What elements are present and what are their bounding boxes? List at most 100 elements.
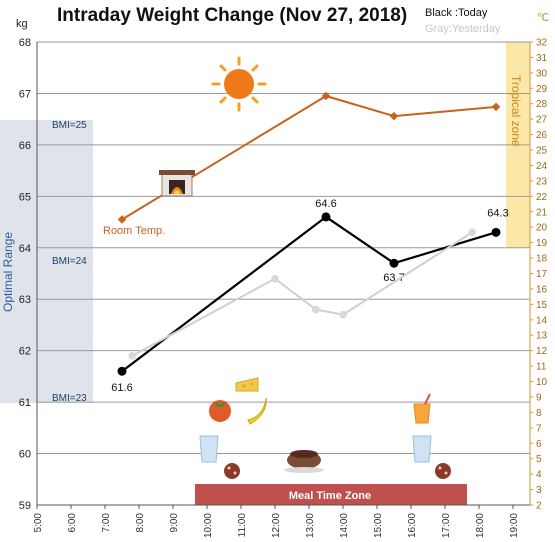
y2-tick-label: 18: [536, 254, 548, 265]
y2-tick-label: 21: [536, 207, 548, 218]
y-tick-label: 59: [19, 500, 31, 512]
y2-tick-label: 9: [536, 392, 542, 403]
y2-tick-label: 19: [536, 238, 548, 249]
y-tick-label: 62: [19, 346, 31, 358]
y2-tick-label: 3: [536, 485, 542, 496]
x-tick-label: 6:00: [67, 513, 78, 533]
series-layer: 61.6 64.6 63.7 64.3: [111, 91, 509, 394]
y2-tick-label: 10: [536, 377, 548, 388]
y-tick-label: 66: [19, 140, 31, 152]
y2-tick-label: 13: [536, 331, 548, 342]
yesterday-point: [312, 305, 320, 314]
cookie-icon: [224, 463, 240, 479]
meal-time-zone-band: [195, 484, 467, 505]
temperature-point: [491, 102, 501, 112]
x-tick-label: 7:00: [101, 513, 112, 533]
x-tick-label: 15:00: [373, 513, 384, 538]
temperature-point: [117, 215, 127, 224]
today-point: [491, 227, 501, 237]
y-tick-label: 65: [19, 191, 31, 203]
y2-tick-label: 6: [536, 439, 542, 450]
x-tick-label: 5:00: [33, 513, 44, 533]
water-glass-icon-2: [412, 435, 432, 463]
fireplace-icon: [159, 170, 195, 197]
today-data-label: 64.3: [487, 207, 508, 219]
x-tick-label: 17:00: [441, 513, 452, 538]
y2-tick-label: 14: [536, 315, 548, 326]
y2-tick-label: 22: [536, 192, 548, 203]
y2-tick-label: 5: [536, 454, 542, 465]
y2-tick-label: 23: [536, 176, 548, 187]
x-tick-label: 19:00: [509, 513, 520, 538]
y2-tick-label: 25: [536, 146, 548, 157]
sun-icon: [211, 56, 267, 112]
juice-icon: [413, 393, 431, 424]
today-data-label: 61.6: [111, 382, 132, 394]
y-tick-label: 61: [19, 397, 31, 409]
yesterday-point: [468, 228, 477, 237]
y-tick-label: 64: [19, 243, 31, 255]
cheese-icon: [235, 377, 259, 392]
banana-icon: [247, 397, 267, 425]
temperature-point: [389, 111, 399, 121]
y2-tick-label: 26: [536, 130, 548, 141]
y2-tick-label: 28: [536, 99, 548, 110]
temperature-point: [321, 91, 331, 101]
y2-tick-label: 32: [536, 38, 548, 49]
x-tick-label: 14:00: [339, 513, 350, 538]
x-tick-label: 10:00: [203, 513, 214, 538]
y-axis-unit: kg: [16, 18, 28, 30]
persimmon-icon: [209, 400, 231, 422]
y2-tick-label: 17: [536, 269, 548, 280]
bmi-24-label: BMI=24: [52, 256, 87, 267]
y2-tick-label: 8: [536, 408, 542, 419]
meal-time-zone-label: Meal Time Zone: [289, 490, 371, 502]
y-tick-label: 63: [19, 294, 31, 306]
cookie-icon-2: [435, 463, 451, 479]
y2-tick-label: 15: [536, 300, 548, 311]
optimal-range-label: Optimal Range: [1, 232, 15, 312]
x-tick-label: 8:00: [135, 513, 146, 533]
legend-yesterday: Gray:Yesterday: [425, 23, 501, 35]
today-data-label: 64.6: [315, 198, 336, 210]
today-point: [321, 212, 331, 222]
yesterday-point: [339, 310, 347, 319]
y-tick-label: 67: [19, 88, 31, 100]
y2-tick-label: 16: [536, 284, 548, 295]
x-tick-label: 12:00: [271, 513, 282, 538]
legend-today: Black :Today: [425, 7, 488, 19]
y2-tick-label: 12: [536, 346, 548, 357]
y2-tick-label: 7: [536, 423, 542, 434]
y2-tick-label: 2: [536, 501, 542, 512]
y2-tick-label: 24: [536, 161, 548, 172]
yesterday-point: [271, 274, 279, 283]
yesterday-point: [128, 352, 136, 360]
y2-tick-label: 11: [536, 362, 547, 373]
today-data-label: 63.7: [383, 272, 404, 284]
yesterday-line: [131, 231, 473, 357]
room-temp-label: Room Temp.: [103, 225, 165, 237]
x-tick-label: 11:00: [237, 513, 248, 538]
x-tick-label: 18:00: [475, 513, 486, 538]
today-point: [389, 258, 399, 268]
y2-tick-label: 27: [536, 115, 548, 126]
water-glass-icon: [199, 435, 219, 463]
x-tick-label: 16:00: [407, 513, 418, 538]
y2-tick-label: 20: [536, 223, 548, 234]
bmi-23-label: BMI=23: [52, 393, 87, 404]
temperature-line: [121, 94, 497, 221]
today-point: [117, 366, 127, 376]
today-line: [121, 215, 497, 373]
y2-axis-unit: ℃: [537, 12, 549, 24]
tropical-zone-label: Tropical zone: [509, 75, 523, 147]
y2-tick-label: 31: [536, 53, 548, 64]
y2-tick-label: 30: [536, 68, 548, 79]
optimal-range-band: [0, 120, 93, 403]
y-tick-label: 60: [19, 449, 31, 461]
y2-tick-label: 4: [536, 470, 542, 481]
chart-title: Intraday Weight Change (Nov 27, 2018): [57, 5, 407, 26]
x-tick-label: 13:00: [305, 513, 316, 538]
y-tick-label: 68: [19, 37, 31, 49]
